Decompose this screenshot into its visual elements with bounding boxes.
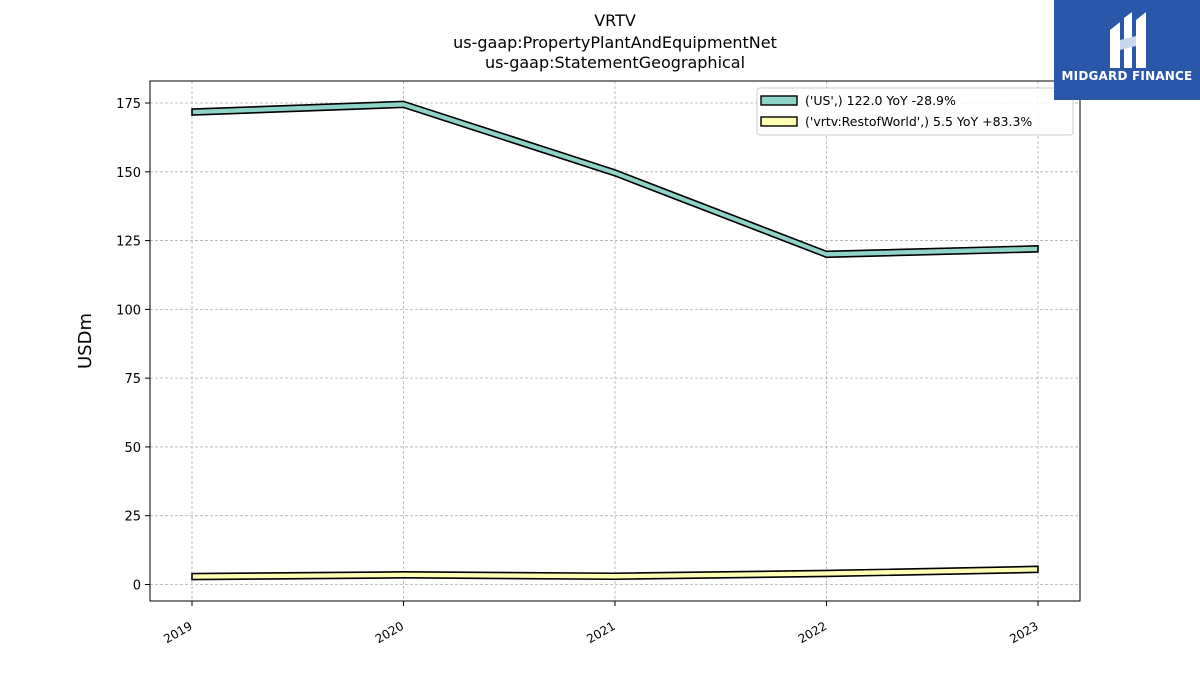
chart-title-line-2: us-gaap:PropertyPlantAndEquipmentNet [453, 33, 777, 52]
legend-entry: ('vrtv:RestofWorld',) 5.5 YoY +83.3% [805, 114, 1032, 129]
x-tick-label: 2019 [161, 619, 194, 646]
series-line-1 [191, 565, 1039, 581]
logo-mark-icon [1110, 12, 1146, 68]
midgard-finance-logo: MIDGARD FINANCE [1054, 0, 1200, 100]
grid [150, 81, 1080, 601]
y-tick-label: 150 [116, 166, 141, 181]
chart-title-line-3: us-gaap:StatementGeographical [484, 53, 746, 72]
chart-title-line-1: VRTV [594, 11, 636, 30]
y-tick-label: 0 [133, 578, 141, 593]
logo-text: MIDGARD FINANCE [1061, 69, 1193, 83]
legend-swatch [760, 95, 798, 106]
y-tick-label: 125 [116, 235, 141, 250]
y-tick-label: 75 [124, 372, 141, 387]
x-tick-label: 2021 [584, 619, 617, 646]
y-axis: 0 25 50 75 100 125 150 175 [116, 97, 150, 593]
x-axis: 2019 2020 2021 2022 2023 [161, 601, 1041, 646]
legend-box [756, 87, 1074, 136]
y-tick-label: 175 [116, 97, 141, 112]
x-tick-label: 2020 [373, 619, 406, 646]
y-axis-label: USDm [75, 313, 96, 369]
y-tick-label: 25 [124, 510, 141, 525]
legend-swatch [760, 116, 798, 127]
legend: ('US',) 122.0 YoY -28.9% ('vrtv:RestofWor… [756, 87, 1074, 136]
series-line-0 [191, 100, 1039, 259]
legend-entry: ('US',) 122.0 YoY -28.9% [805, 93, 956, 108]
y-tick-label: 50 [124, 441, 141, 456]
x-tick-label: 2022 [796, 619, 829, 646]
x-tick-label: 2023 [1007, 619, 1040, 646]
series-layer [191, 100, 1039, 581]
y-tick-label: 100 [116, 303, 141, 318]
